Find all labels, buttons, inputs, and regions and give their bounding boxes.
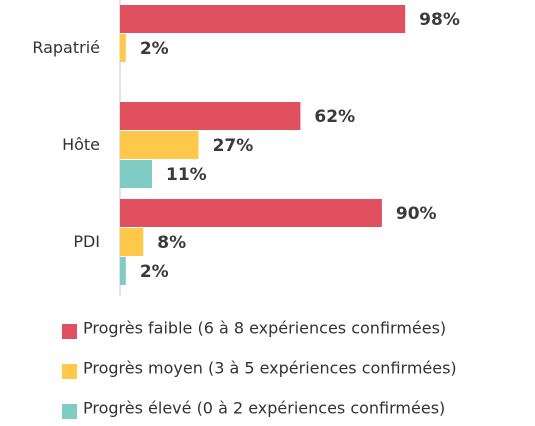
legend-label: Progrès moyen (3 à 5 expériences confirm…: [83, 359, 457, 378]
category-label: Hôte: [62, 135, 100, 154]
value-label: 62%: [314, 107, 355, 127]
value-label: 11%: [166, 165, 207, 185]
bar: [120, 131, 199, 159]
value-label: 2%: [140, 262, 169, 282]
value-label: 98%: [419, 10, 460, 30]
legend-swatch: [62, 404, 77, 419]
bar: [120, 199, 382, 227]
bar: [120, 228, 144, 256]
value-label: 27%: [213, 136, 254, 156]
value-label: 90%: [396, 204, 437, 224]
legend-label: Progrès élevé (0 à 2 expériences confirm…: [83, 399, 445, 418]
bar: [120, 5, 406, 33]
legend-swatch: [62, 364, 77, 379]
bar: [120, 34, 126, 62]
bar: [120, 257, 126, 285]
category-label: Rapatrié: [32, 38, 100, 57]
bar: [120, 160, 153, 188]
category-label: PDI: [73, 232, 100, 251]
value-label: 8%: [157, 233, 186, 253]
value-label: 2%: [140, 39, 169, 59]
bar: [120, 102, 301, 130]
legend-label: Progrès faible (6 à 8 expériences confir…: [83, 319, 446, 338]
legend-swatch: [62, 324, 77, 339]
